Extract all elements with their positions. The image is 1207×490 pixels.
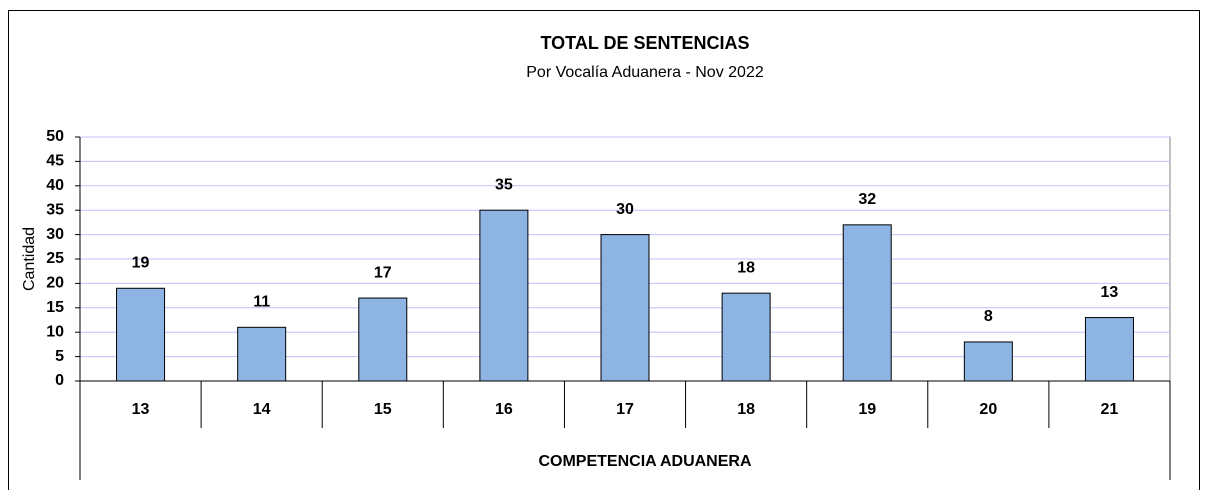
y-tick-label: 5: [55, 348, 64, 365]
bar: [1084, 317, 1134, 382]
data-label: 13: [1101, 284, 1119, 301]
x-tick-label: 20: [979, 401, 997, 418]
y-tick-label: 40: [46, 177, 64, 194]
data-label: 30: [616, 201, 634, 218]
y-tick-label: 15: [46, 299, 64, 316]
y-axis-label: Cantidad: [21, 227, 38, 291]
bar: [358, 297, 408, 382]
bar: [963, 341, 1013, 382]
data-label: 11: [253, 294, 270, 311]
bar: [116, 287, 166, 382]
data-label: 17: [374, 264, 392, 281]
x-tick-label: 19: [858, 401, 876, 418]
data-label: 32: [858, 191, 876, 208]
chart-title: TOTAL DE SENTENCIAS: [540, 33, 749, 53]
y-tick-label: 10: [46, 323, 64, 340]
y-tick-label: 35: [46, 201, 64, 218]
x-tick-label: 16: [495, 401, 513, 418]
y-tick-label: 25: [46, 250, 64, 267]
x-tick-label: 13: [132, 401, 150, 418]
bar: [479, 209, 529, 382]
x-tick-label: 14: [253, 401, 271, 418]
data-label: 18: [737, 259, 755, 276]
y-tick-label: 20: [46, 275, 64, 292]
y-tick-label: 45: [46, 153, 64, 170]
bar: [600, 234, 650, 382]
x-tick-label: 18: [737, 401, 755, 418]
x-axis-label: COMPETENCIA ADUANERA: [538, 453, 751, 470]
data-label: 35: [495, 176, 513, 193]
y-tick-label: 50: [46, 128, 64, 145]
y-tick-label: 30: [46, 226, 64, 243]
x-tick-label: 15: [374, 401, 392, 418]
y-tick-label: 0: [55, 372, 64, 389]
data-label: 8: [984, 308, 993, 325]
x-tick-label: 21: [1101, 401, 1119, 418]
bar: [842, 224, 892, 382]
x-tick-label: 17: [616, 401, 634, 418]
bar: [721, 292, 771, 382]
bar: [237, 326, 287, 382]
chart-subtitle: Por Vocalía Aduanera - Nov 2022: [526, 64, 764, 81]
data-label: 19: [132, 254, 150, 271]
